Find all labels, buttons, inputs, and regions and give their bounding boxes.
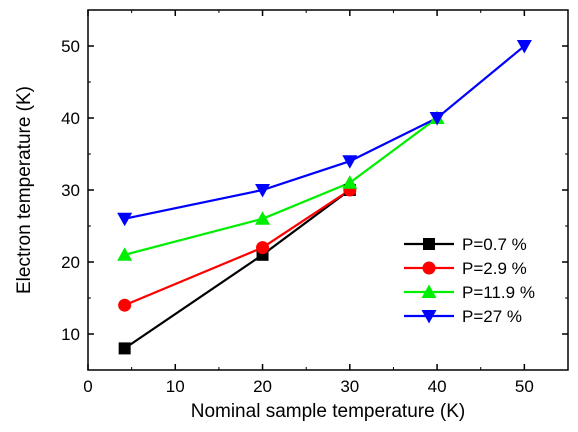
legend-marker xyxy=(421,284,437,298)
y-tick-label: 20 xyxy=(61,253,80,272)
x-axis-label: Nominal sample temperature (K) xyxy=(191,401,466,422)
y-axis: 10 20 30 40 50 xyxy=(61,9,568,371)
data-point-series-1 xyxy=(256,248,269,261)
y-tick-label: 40 xyxy=(61,109,80,128)
y-axis-label: Electron temperature (K) xyxy=(14,86,35,294)
legend-label: P=11.9 % xyxy=(462,283,535,302)
legend-marker xyxy=(423,238,435,250)
data-point-series-3 xyxy=(342,175,358,189)
data-point-series-4 xyxy=(255,184,271,198)
x-tick-label: 10 xyxy=(166,377,185,396)
data-point-series-4 xyxy=(429,112,445,126)
y-tick-label: 30 xyxy=(61,181,80,200)
legend-label: P=0.7 % xyxy=(462,235,527,254)
plot-markers xyxy=(117,40,532,355)
x-tick-label: 50 xyxy=(515,377,534,396)
plot-lines xyxy=(124,45,526,350)
legend-label: P=27 % xyxy=(462,307,522,326)
x-tick-label: 30 xyxy=(340,377,359,396)
x-tick-label: 0 xyxy=(83,377,92,396)
y-tick-label: 10 xyxy=(61,325,80,344)
series-line-1 xyxy=(124,189,351,350)
series-line-3 xyxy=(124,117,438,256)
data-point-series-1 xyxy=(118,342,131,355)
series-line-2 xyxy=(124,189,351,307)
data-point-series-2 xyxy=(118,298,132,312)
x-tick-label: 20 xyxy=(253,377,272,396)
data-point-series-3 xyxy=(255,211,271,225)
legend-marker xyxy=(421,310,437,324)
data-point-series-4 xyxy=(342,155,358,169)
data-point-series-4 xyxy=(117,212,133,227)
x-axis: 0 10 20 30 40 50 xyxy=(83,10,534,396)
y-tick-label: 50 xyxy=(61,37,80,56)
legend-label: P=2.9 % xyxy=(462,259,527,278)
x-tick-label: 40 xyxy=(428,377,447,396)
legend: P=0.7 % P=2.9 % P=11.9 % P=27 % xyxy=(404,235,535,326)
legend-marker xyxy=(422,261,436,275)
data-point-series-4 xyxy=(516,40,532,54)
data-point-series-3 xyxy=(117,247,133,261)
data-point-series-2 xyxy=(256,241,270,255)
